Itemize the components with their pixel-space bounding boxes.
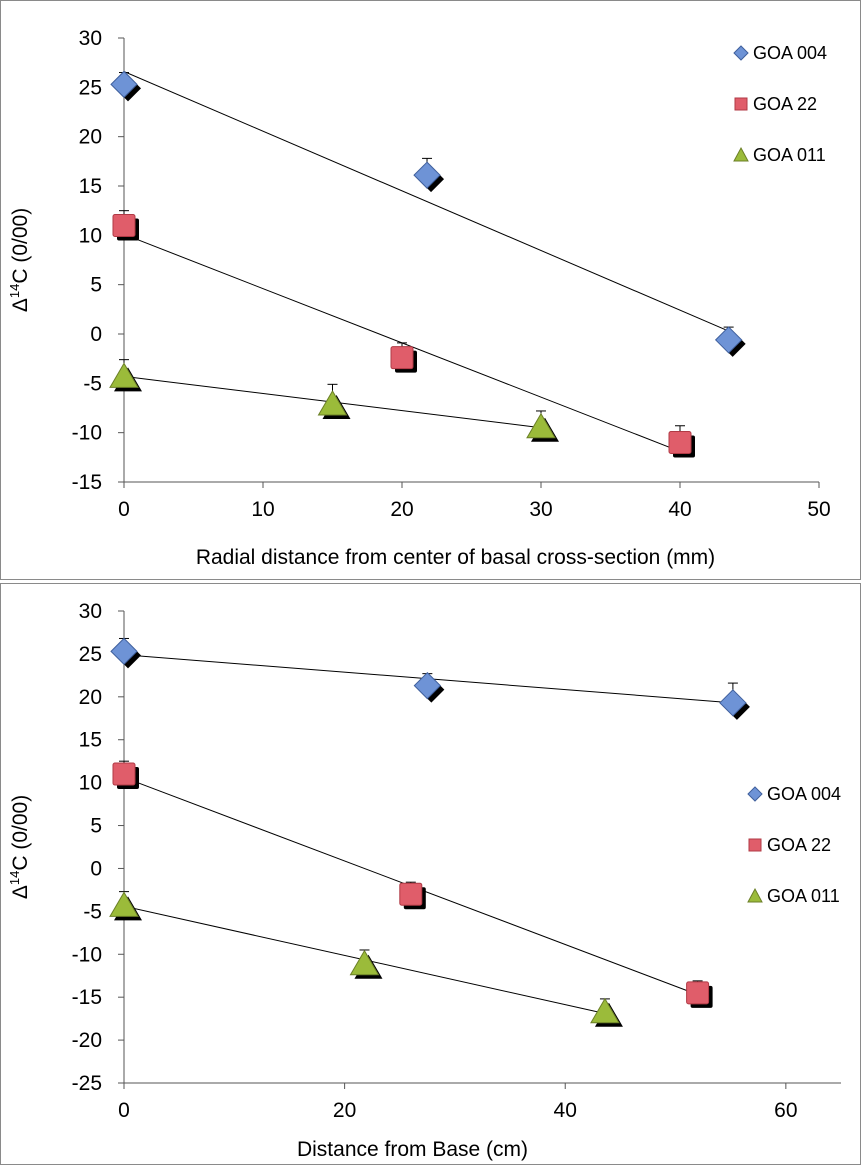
data-point-goa-011-top — [109, 362, 142, 392]
x-tick-label-top: 50 — [807, 498, 830, 521]
data-point-goa-011-bottom — [349, 949, 383, 979]
data-point-goa-22-bottom — [112, 762, 139, 790]
data-point-goa-22-top — [112, 213, 139, 241]
legend-marker-goa-22-top — [734, 97, 748, 111]
y-axis-title-top: Δ14C (0/00) — [7, 208, 32, 312]
y-tick-label-bottom: 10 — [79, 772, 102, 795]
y-tick-label-bottom: -25 — [72, 1072, 102, 1095]
series-goa-004-bottom — [110, 637, 750, 720]
y-tick-label-top: 20 — [79, 126, 102, 149]
y-tick-label-bottom: 5 — [90, 815, 102, 838]
series-goa-22-bottom — [112, 760, 713, 1008]
chart-bottom-svg: -25 -20 -15 -10 -5 0 5 10 15 20 25 30 0 20 40 60 Distanc… — [7, 600, 841, 1161]
y-tick-label-top: 5 — [90, 274, 102, 297]
data-point-goa-22-bottom — [399, 882, 426, 910]
y-tick-label-top: -5 — [83, 372, 102, 395]
x-tick-label-bottom: 40 — [554, 1099, 577, 1122]
data-point-goa-011-top — [317, 390, 351, 420]
x-tick-label-top: 30 — [529, 498, 552, 521]
legend-label-goa-22-bottom: GOA 22 — [767, 835, 831, 855]
legend-label-goa-22-top: GOA 22 — [753, 94, 817, 114]
data-point-goa-004-bottom — [110, 637, 141, 669]
series-goa-22-top — [112, 210, 695, 458]
data-point-goa-22-top — [668, 431, 695, 458]
data-point-goa-22-bottom — [686, 981, 713, 1008]
series-goa-011-bottom — [109, 891, 623, 1027]
x-axis-title-top: Radial distance from center of basal cro… — [196, 546, 715, 569]
data-point-goa-011-top — [526, 412, 559, 442]
x-tick-label-top: 0 — [118, 498, 130, 521]
data-point-goa-011-bottom — [109, 891, 142, 921]
y-tick-label-bottom: 20 — [79, 686, 102, 709]
legend-label-goa-011-bottom: GOA 011 — [767, 886, 840, 906]
chart-top-svg: -15 -10 -5 0 5 10 15 20 25 30 0 10 20 30 40 50 Radial di… — [7, 27, 831, 569]
y-tick-label-top: 30 — [79, 27, 102, 50]
y-tick-label-bottom: -10 — [72, 943, 102, 966]
x-tick-label-top: 40 — [668, 498, 691, 521]
data-point-goa-011-bottom — [590, 997, 623, 1027]
x-axis-title-bottom: Distance from Base (cm) — [297, 1138, 528, 1161]
legend-marker-goa-004-top — [733, 45, 749, 61]
y-tick-label-bottom: 0 — [90, 857, 102, 880]
y-tick-label-bottom: -5 — [83, 900, 102, 923]
legend-marker-goa-011-top — [733, 146, 749, 162]
y-tick-label-bottom: 15 — [79, 729, 102, 752]
x-tick-label-bottom: 0 — [118, 1099, 130, 1122]
data-point-goa-22-top — [390, 346, 417, 373]
y-tick-label-top: -10 — [72, 422, 102, 445]
y-tick-label-top: 25 — [79, 76, 102, 99]
x-tick-label-top: 20 — [390, 498, 413, 521]
legend-top: GOA 004 GOA 22 GOA 011 — [733, 43, 827, 165]
data-point-goa-004-top — [413, 161, 445, 193]
y-tick-label-top: -15 — [72, 471, 102, 494]
y-tick-label-bottom: 25 — [79, 643, 102, 666]
y-tick-label-bottom: -15 — [72, 986, 102, 1009]
legend-marker-goa-22-bottom — [748, 838, 762, 852]
y-tick-label-top: 0 — [90, 323, 102, 346]
legend-label-goa-004-top: GOA 004 — [753, 43, 827, 63]
x-tick-label-bottom: 20 — [333, 1099, 356, 1122]
trendline-goa-004-top — [123, 71, 729, 332]
chart-panel-top: -15 -10 -5 0 5 10 15 20 25 30 0 10 20 30 40 50 Radial di… — [0, 0, 861, 580]
legend-marker-goa-011-bottom — [747, 887, 763, 903]
y-axis-title-bottom: Δ14C (0/00) — [7, 795, 32, 899]
x-tick-label-top: 10 — [251, 498, 274, 521]
legend-marker-goa-004-bottom — [747, 786, 763, 802]
data-point-goa-004-top — [110, 70, 141, 102]
data-point-goa-004-top — [714, 326, 746, 357]
legend-label-goa-004-bottom: GOA 004 — [767, 784, 841, 804]
y-tick-label-top: 10 — [79, 224, 102, 247]
data-point-goa-004-bottom — [413, 671, 445, 703]
y-tick-label-top: 15 — [79, 175, 102, 198]
series-goa-004-top — [110, 70, 746, 357]
series-goa-011-top — [109, 359, 559, 442]
y-tick-label-bottom: 30 — [79, 600, 102, 623]
legend-label-goa-011-top: GOA 011 — [753, 145, 826, 165]
chart-panel-bottom: -25 -20 -15 -10 -5 0 5 10 15 20 25 30 0 20 40 60 Distanc… — [0, 583, 861, 1165]
legend-bottom: GOA 004 GOA 22 GOA 011 — [747, 784, 841, 906]
x-tick-label-bottom: 60 — [774, 1099, 797, 1122]
data-point-goa-004-bottom — [719, 689, 750, 720]
y-tick-label-bottom: -20 — [72, 1029, 102, 1052]
